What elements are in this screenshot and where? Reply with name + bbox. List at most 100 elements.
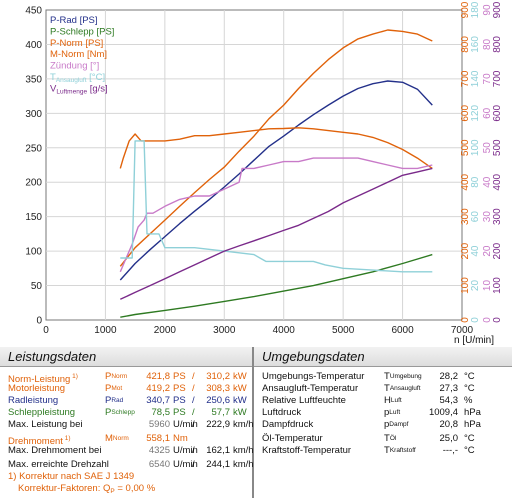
right-tick-label: 140 bbox=[470, 70, 481, 87]
row-value-1: 4325 bbox=[148, 445, 170, 456]
row-value-1: 419,2 bbox=[146, 383, 170, 394]
row-label: Umgebungs-Temperatur bbox=[262, 371, 365, 382]
right-tick-label: 0 bbox=[482, 317, 493, 323]
right-tick-label: 40 bbox=[482, 176, 493, 188]
series-line-4 bbox=[119, 157, 433, 273]
legend-entry: VLuftmenge [g/s] bbox=[50, 83, 108, 95]
y-tick-label: 250 bbox=[25, 143, 42, 154]
right-tick-label: 20 bbox=[470, 280, 481, 292]
row-symbol: T Umgebung bbox=[384, 371, 422, 382]
row-value: 20,8 bbox=[439, 419, 459, 430]
right-tick-label: 0 bbox=[460, 317, 471, 323]
row-unit-1: U/min bbox=[173, 459, 198, 470]
row-label: Dampfdruck bbox=[262, 419, 314, 430]
y-tick-label: 200 bbox=[25, 178, 42, 189]
chart-grid bbox=[45, 9, 463, 321]
legend-entry: Zündung [°] bbox=[50, 61, 99, 72]
row-value-1: 558,1 bbox=[146, 433, 170, 444]
row-unit-2: km/h bbox=[233, 459, 254, 470]
right-tick-label: 120 bbox=[470, 105, 481, 122]
right-tick-label: 500 bbox=[492, 139, 503, 156]
row-unit-2: kW bbox=[233, 407, 247, 418]
x-tick-label: 2000 bbox=[154, 325, 177, 336]
row-unit-1: PS bbox=[173, 371, 186, 382]
legend-entry: P-Schlepp [PS] bbox=[50, 26, 114, 37]
dyno-chart: 0 1000 2000 3000 4000 5000 6000 700005010015020… bbox=[25, 1, 503, 346]
row-value-2: 162,1 bbox=[206, 445, 230, 456]
row-value: 54,3 bbox=[439, 395, 459, 406]
x-tick-label: 3000 bbox=[213, 325, 236, 336]
row-value-2: 57,7 bbox=[211, 407, 231, 418]
leistungsdaten-title: Leistungsdaten bbox=[0, 347, 252, 367]
row-value: 27,3 bbox=[439, 383, 459, 394]
right-tick-label: 600 bbox=[492, 105, 503, 122]
row-value-1: 340,7 bbox=[146, 395, 170, 406]
row-slash: / bbox=[192, 407, 195, 418]
row-symbol: p Luft bbox=[384, 407, 401, 418]
row-label: Relative Luftfeuchte bbox=[262, 395, 346, 406]
row-value-2: 250,6 bbox=[206, 395, 230, 406]
row-label: Norm-Leistung 1) bbox=[8, 373, 78, 386]
right-tick-label: 400 bbox=[492, 173, 503, 190]
row-value: 25,0 bbox=[439, 433, 459, 444]
series-line-6 bbox=[120, 167, 433, 300]
right-tick-label: 80 bbox=[470, 176, 481, 188]
right-tick-label: 50 bbox=[482, 142, 493, 154]
row-unit: °C bbox=[464, 433, 475, 444]
data-tables: Leistungsdaten Umgebungsdaten Norm-Leist… bbox=[0, 347, 512, 498]
legend-entry: TAnsaugluft [°C] bbox=[50, 72, 105, 84]
row-unit-1: PS bbox=[173, 407, 186, 418]
row-value-1: 78,5 bbox=[151, 407, 171, 418]
row-value-1: 5960 bbox=[148, 419, 170, 430]
right-tick-label: 800 bbox=[492, 36, 503, 53]
y-tick-label: 50 bbox=[31, 281, 43, 292]
row-symbol: M Norm bbox=[105, 433, 129, 444]
right-tick-label: 400 bbox=[460, 173, 471, 190]
right-tick-label: 70 bbox=[482, 73, 493, 85]
right-tick-label: 20 bbox=[482, 245, 493, 257]
y-tick-label: 150 bbox=[25, 212, 42, 223]
x-tick-label: 6000 bbox=[391, 325, 414, 336]
footnote-1: 1) Korrektur nach SAE J 1349 bbox=[8, 471, 135, 482]
row-value-2: 222,9 bbox=[206, 419, 230, 430]
right-tick-label: 300 bbox=[460, 208, 471, 225]
row-symbol: T Öl bbox=[384, 433, 397, 444]
row-value-2: 308,3 bbox=[206, 383, 230, 394]
row-slash: / bbox=[192, 371, 195, 382]
x-tick-label: 7000 bbox=[451, 325, 474, 336]
right-tick-label: 200 bbox=[492, 242, 503, 259]
row-label: Drehmoment 1) bbox=[8, 435, 71, 448]
row-label: Max. Leistung bei bbox=[8, 419, 83, 430]
y-tick-label: 350 bbox=[25, 74, 42, 85]
row-label: Ansaugluft-Temperatur bbox=[262, 383, 359, 394]
series-layer bbox=[119, 29, 433, 318]
row-unit: °C bbox=[464, 383, 475, 394]
x-tick-label: 5000 bbox=[332, 325, 355, 336]
row-value: 1009,4 bbox=[428, 407, 458, 418]
row-label: Kraftstoff-Temperatur bbox=[262, 445, 352, 456]
row-value-1: 6540 bbox=[148, 459, 170, 470]
legend-entry: M-Norm [Nm] bbox=[50, 49, 107, 60]
row-label: Öl-Temperatur bbox=[262, 433, 323, 444]
row-label: Max. Drehmoment bei bbox=[8, 445, 102, 456]
y-tick-label: 450 bbox=[25, 6, 42, 17]
row-value: 28,2 bbox=[439, 371, 459, 382]
row-value: ---,- bbox=[442, 445, 458, 456]
right-tick-label: 200 bbox=[460, 242, 471, 259]
row-value-2: 244,1 bbox=[206, 459, 230, 470]
row-unit-2: kW bbox=[233, 371, 247, 382]
row-unit: °C bbox=[464, 445, 475, 456]
panel-divider bbox=[252, 347, 254, 498]
y-tick-label: 300 bbox=[25, 109, 42, 120]
right-tick-label: 10 bbox=[482, 280, 493, 292]
row-label: Schleppleistung bbox=[8, 407, 76, 418]
y-tick-label: 0 bbox=[36, 316, 42, 327]
row-symbol: T Ansaugluft bbox=[384, 383, 421, 394]
row-symbol: P Schlepp bbox=[105, 407, 135, 418]
axis-layer: 0 1000 2000 3000 4000 5000 6000 700005010015020… bbox=[25, 1, 503, 336]
row-value-1: 421,8 bbox=[146, 371, 170, 382]
row-unit-1: U/min bbox=[173, 419, 198, 430]
series-line-0 bbox=[119, 80, 433, 281]
y-tick-label: 100 bbox=[25, 247, 42, 258]
plot-frame bbox=[45, 9, 463, 321]
